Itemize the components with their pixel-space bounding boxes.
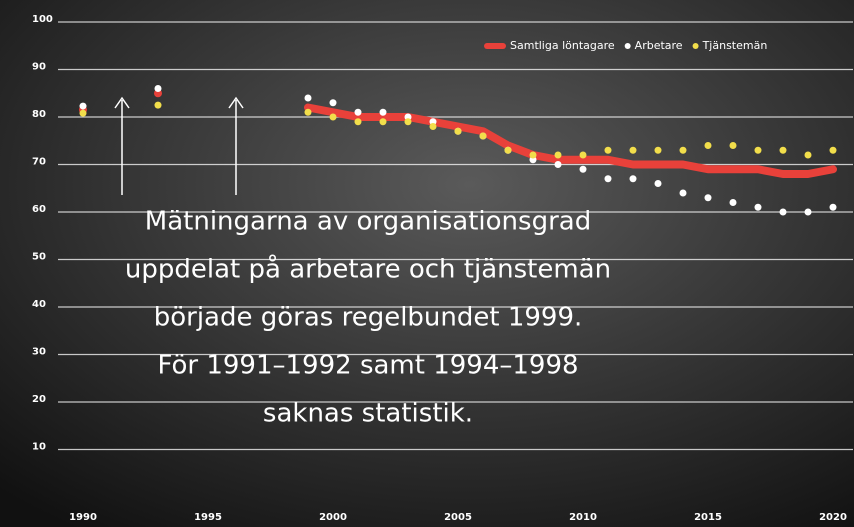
series-dot: [79, 109, 87, 117]
annotation: Mätningarna av organisationsgrad uppdelat…: [125, 207, 611, 429]
series-dot: [729, 142, 737, 149]
series-dot: [679, 189, 687, 197]
series-dot: [454, 127, 462, 135]
arrows: [114, 96, 244, 195]
series-dot: [354, 118, 362, 126]
series-dot: [629, 146, 637, 154]
series-dot: [329, 113, 337, 121]
series-dot: [754, 203, 762, 211]
series-dot: [354, 108, 362, 116]
series-dot: [154, 101, 162, 109]
annotation-line: Mätningarna av organisationsgrad: [145, 207, 591, 237]
series-dot: [554, 161, 562, 168]
series-dot: [329, 99, 337, 107]
x-tick-label: 2005: [444, 512, 472, 523]
y-tick-label: 30: [32, 347, 46, 358]
series-dot: [604, 146, 612, 154]
series-dot: [704, 142, 712, 149]
series-dot: [579, 165, 587, 173]
x-tick-label: 2000: [319, 512, 347, 523]
y-tick-label: 40: [32, 299, 46, 310]
legend-swatch: [692, 43, 699, 49]
legend-label: Samtliga löntagare: [510, 39, 615, 52]
y-tick-label: 50: [32, 252, 46, 263]
legend-label: Tjänstemän: [702, 39, 768, 52]
series-dot: [779, 208, 787, 216]
series-dot: [579, 151, 587, 159]
series-dot: [304, 94, 312, 102]
annotation-line: saknas statistik.: [263, 399, 473, 429]
legend-swatch: [484, 43, 506, 49]
series-dot: [779, 146, 787, 154]
series-dot: [654, 146, 662, 154]
series-dot: [429, 123, 437, 130]
legend-label: Arbetare: [635, 39, 683, 52]
series-dot: [304, 108, 312, 116]
y-tick-label: 70: [32, 157, 46, 168]
series-dot: [604, 175, 612, 183]
y-tick-label: 10: [32, 442, 46, 453]
series-dot: [404, 118, 412, 126]
legend-swatch: [624, 43, 631, 49]
series-dot: [704, 194, 712, 202]
x-tick-label: 2010: [569, 512, 597, 523]
y-tick-label: 100: [32, 14, 53, 25]
series-dot: [679, 146, 687, 154]
x-tick-label: 1990: [69, 512, 97, 523]
y-tick-label: 60: [32, 204, 46, 215]
series-dot: [79, 102, 87, 110]
series-dot: [804, 151, 812, 159]
series-dot: [654, 180, 662, 187]
series-dot: [829, 203, 837, 211]
y-tick-label: 20: [32, 394, 46, 405]
y-tick-label: 90: [32, 62, 46, 73]
series-dot: [804, 208, 812, 216]
x-tick-label: 2020: [819, 512, 847, 523]
x-tick-label: 2015: [694, 512, 722, 523]
y-tick-label: 80: [32, 109, 46, 120]
x-tick-label: 1995: [194, 512, 222, 523]
series-dot: [554, 151, 562, 159]
series-dot: [379, 108, 387, 116]
series-dot: [154, 85, 162, 92]
series-dot: [529, 151, 537, 159]
series-dot: [504, 146, 512, 154]
series-dot: [379, 118, 387, 126]
annotation-line: uppdelat på arbetare och tjänstemän: [125, 254, 611, 285]
series-dot: [729, 199, 737, 206]
series-dot: [754, 146, 762, 154]
series-dot: [629, 175, 637, 183]
series-dot: [829, 146, 837, 154]
annotation-line: För 1991–1992 samt 1994–1998: [157, 351, 578, 381]
series-dot: [479, 132, 487, 140]
